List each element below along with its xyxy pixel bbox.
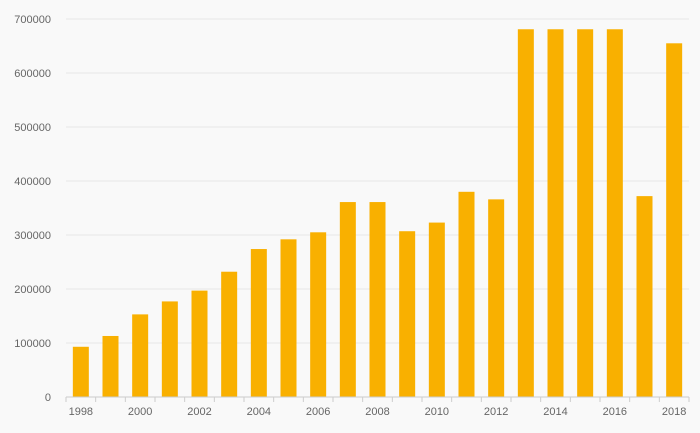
bars [72,29,683,398]
x-tick-label: 2014 [543,406,567,418]
bar-2010 [428,222,445,397]
bar-2008 [369,202,386,397]
bar-2003 [221,271,238,397]
y-tick-label: 300000 [14,230,51,242]
y-tick-label: 400000 [14,176,51,188]
y-tick-label: 0 [45,392,51,404]
y-axis: 0 100000 200000 300000 400000 500000 600000 700… [14,14,51,404]
bar-2017 [636,196,653,397]
y-tick-label: 200000 [14,284,51,296]
bar-2014 [547,29,564,397]
y-tick-label: 700000 [14,14,51,26]
bar-2015 [577,29,594,397]
x-tick-label: 2016 [603,406,627,418]
x-tick-label: 2002 [187,406,211,418]
x-tick-label: 2010 [425,406,449,418]
bar-2004 [250,249,267,397]
bar-2006 [310,232,327,397]
bar-2016 [606,29,623,397]
y-tick-label: 100000 [14,338,51,350]
y-tick-label: 500000 [14,122,51,134]
bar-2007 [339,202,356,397]
bar-2000 [132,314,149,397]
bar-2013 [517,29,534,397]
x-tick-label: 2000 [128,406,152,418]
x-tick-label: 2012 [484,406,508,418]
x-tick-label: 2004 [247,406,271,418]
bar-2011 [458,191,475,397]
bar-2001 [161,301,178,397]
x-tick-label: 1998 [69,406,93,418]
x-axis: 1998 2000 2002 2004 2006 2008 2010 2012 2014 2016… [65,396,690,418]
x-tick-label: 2008 [365,406,389,418]
bar-1999 [102,335,119,397]
x-tick-label: 2018 [662,406,686,418]
bar-2002 [191,290,208,397]
bar-2005 [280,239,297,397]
bar-2018 [666,43,683,398]
x-tick-label: 2006 [306,406,330,418]
y-tick-label: 600000 [14,68,51,80]
bar-2012 [488,199,505,397]
bar-2009 [399,231,416,397]
bar-1998 [72,346,89,397]
